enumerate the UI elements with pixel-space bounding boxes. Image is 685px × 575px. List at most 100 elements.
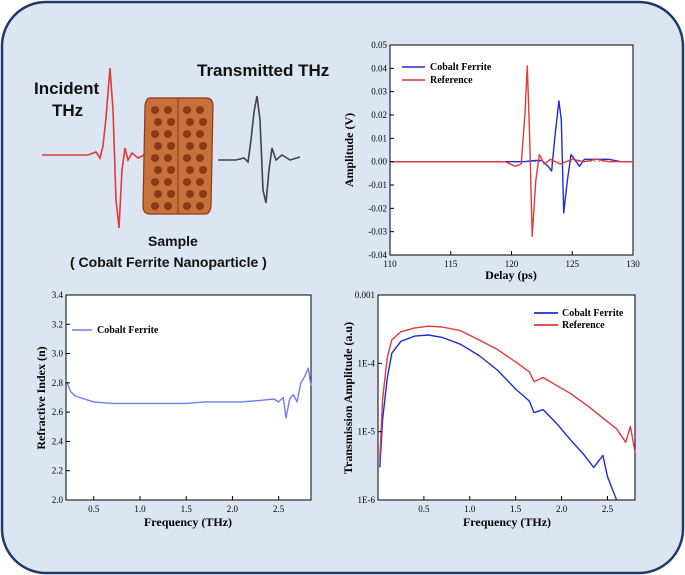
time-domain-plot-area — [389, 44, 634, 256]
y-tick-label: 2.0 — [52, 495, 64, 505]
nanoparticle-dot — [164, 202, 172, 210]
nanoparticle-dot — [164, 178, 172, 186]
nanoparticle-dot — [154, 166, 162, 174]
time-domain-chart: 110 115 120 125 130 -0.04 -0.03 -0.02 -0.01 0.00… — [342, 40, 640, 282]
schematic: Incident THz Transmitted THz Sample ( Co… — [34, 61, 329, 270]
legend-label-reference: Reference — [430, 75, 473, 86]
sample-slab — [142, 97, 214, 215]
x-tick-label: 110 — [383, 259, 397, 269]
nanoparticle-dot — [183, 178, 191, 186]
y-tick-label: 0.00 — [371, 157, 387, 167]
y-tick-label: 3.2 — [52, 319, 63, 329]
nanoparticle-dot — [183, 154, 191, 162]
nanoparticle-dot — [164, 106, 172, 114]
series-line-1 — [390, 65, 633, 238]
nanoparticle-dot — [154, 142, 162, 150]
nanoparticle-dot — [164, 130, 172, 138]
sample-sublabel: ( Cobalt Ferrite Nanoparticle ) — [70, 254, 267, 270]
y-tick-label: 1E-5 — [358, 427, 376, 437]
transmission-legend: Cobalt Ferrite Reference — [534, 308, 624, 331]
y-tick-label: 1E-4 — [358, 358, 376, 368]
series-line-1 — [379, 325, 636, 459]
refractive-index-xlabel: Frequency (THz) — [144, 515, 232, 529]
y-tick-label: -0.04 — [368, 250, 387, 260]
x-tick-label: 2.0 — [556, 504, 568, 514]
nanoparticle-dot — [199, 190, 207, 198]
nanoparticle-dot — [186, 190, 194, 198]
nanoparticle-dot — [196, 178, 204, 186]
y-tick-label: 0.02 — [371, 110, 387, 120]
series-line-0 — [379, 334, 618, 501]
nanoparticle-dot — [196, 202, 204, 210]
nanoparticle-dot — [199, 118, 207, 126]
nanoparticle-dot — [186, 118, 194, 126]
sample-label: Sample — [148, 233, 198, 249]
y-tick-label: -0.02 — [368, 203, 387, 213]
x-tick-label: 115 — [444, 259, 458, 269]
refractive-index-legend: Cobalt Ferrite — [72, 325, 159, 336]
nanoparticle-dot — [151, 106, 159, 114]
nanoparticle-dot — [167, 190, 175, 198]
y-tick-label: 0.04 — [371, 63, 387, 73]
transmission-ylabel: Transmission Amplitude (a.u) — [341, 322, 355, 474]
x-tick-label: 125 — [566, 259, 580, 269]
nanoparticle-dot — [183, 130, 191, 138]
nanoparticle-dot — [164, 154, 172, 162]
nanoparticle-dot — [154, 118, 162, 126]
transmission-xlabel: Frequency (THz) — [463, 515, 551, 529]
legend-label-reference-t: Reference — [562, 320, 605, 331]
nanoparticle-dot — [199, 166, 207, 174]
transmitted-label: Transmitted THz — [197, 61, 329, 80]
x-tick-label: 2.5 — [602, 504, 614, 514]
x-tick-label: 1.0 — [464, 504, 476, 514]
y-tick-label: 3.4 — [52, 290, 64, 300]
refractive-index-chart: 0.5 1.0 1.5 2.0 2.5 2.0 2.2 2.4 2.6 2.8 3.0 3.2 3.4… — [34, 290, 312, 529]
x-tick-label: 1.5 — [510, 504, 522, 514]
nanoparticle-dot — [167, 142, 175, 150]
y-tick-label: 1E-6 — [358, 495, 376, 505]
x-tick-label: 1.0 — [134, 504, 146, 514]
x-tick-label: 0.5 — [88, 504, 100, 514]
incident-label-line2: THz — [52, 101, 83, 120]
transmission-chart: 0.5 1.0 1.5 2.0 2.5 1E-6 1E-5 1E-4 0.001 Freque… — [341, 290, 636, 529]
legend-label-cobalt-ferrite-n: Cobalt Ferrite — [97, 325, 159, 336]
legend-label-cobalt-ferrite: Cobalt Ferrite — [430, 62, 492, 73]
nanoparticle-dot — [183, 202, 191, 210]
y-tick-label: -0.01 — [368, 180, 387, 190]
time-domain-xlabel: Delay (ps) — [485, 268, 537, 282]
x-tick-label: 120 — [505, 259, 519, 269]
x-tick-label: 2.0 — [227, 504, 239, 514]
nanoparticle-dot — [151, 178, 159, 186]
nanoparticle-dot — [183, 106, 191, 114]
refractive-index-ylabel: Refractive Index (n) — [34, 346, 48, 449]
nanoparticle-dot — [151, 202, 159, 210]
y-tick-label: 2.8 — [52, 378, 64, 388]
nanoparticle-dot — [151, 130, 159, 138]
refractive-index-plot-area — [65, 294, 312, 501]
nanoparticle-dot — [151, 154, 159, 162]
x-tick-label: 130 — [626, 259, 640, 269]
y-tick-label: 3.0 — [52, 349, 64, 359]
nanoparticle-dot — [186, 166, 194, 174]
nanoparticle-dot — [167, 166, 175, 174]
nanoparticle-dot — [196, 106, 204, 114]
incident-pulse — [42, 67, 145, 229]
y-tick-label: 2.2 — [52, 466, 63, 476]
sample-nanoparticle-dots — [151, 106, 207, 210]
incident-label-line1: Incident — [34, 79, 100, 98]
nanoparticle-dot — [196, 154, 204, 162]
series-line-0 — [65, 367, 312, 419]
y-tick-label: 0.001 — [355, 290, 375, 300]
y-tick-label: 0.03 — [371, 87, 387, 97]
y-tick-label: -0.03 — [368, 227, 387, 237]
nanoparticle-dot — [167, 118, 175, 126]
nanoparticle-dot — [199, 142, 207, 150]
y-tick-label: 0.01 — [371, 133, 387, 143]
x-tick-label: 2.5 — [273, 504, 285, 514]
legend-label-cobalt-ferrite-t: Cobalt Ferrite — [562, 308, 624, 319]
x-tick-label: 0.5 — [418, 504, 430, 514]
nanoparticle-dot — [154, 190, 162, 198]
y-tick-label: 2.4 — [52, 436, 64, 446]
y-tick-label: 0.05 — [371, 40, 387, 50]
